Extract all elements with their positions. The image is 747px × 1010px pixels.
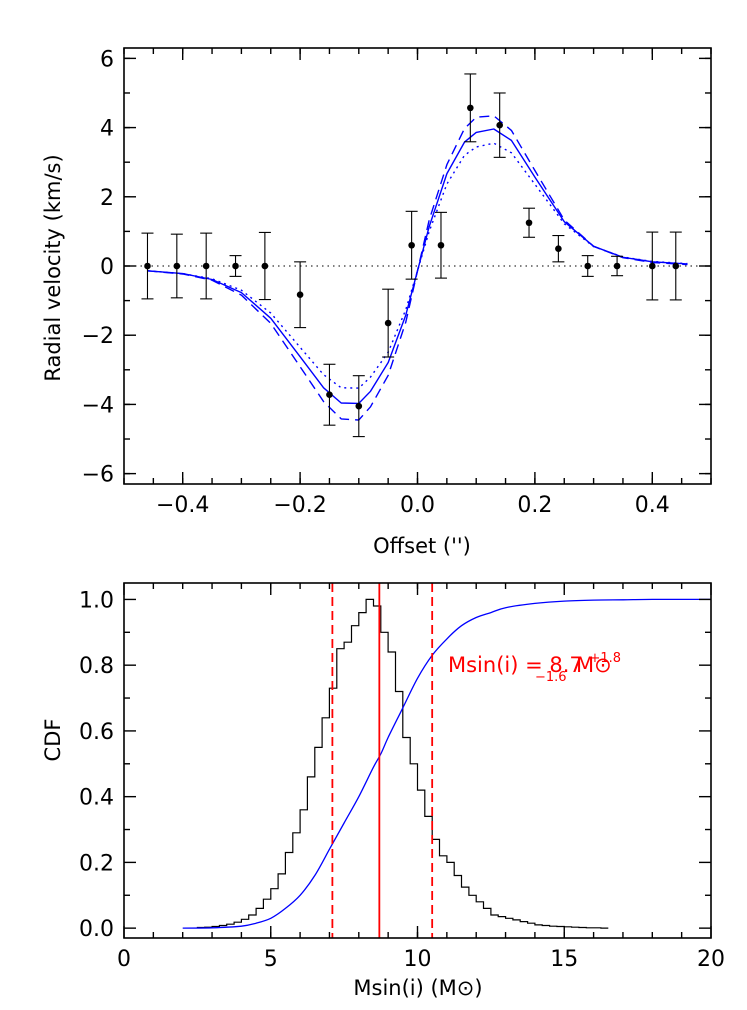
data-marker <box>144 262 151 270</box>
data-point <box>581 255 594 277</box>
y-tick-label: 0.8 <box>79 654 114 679</box>
data-marker <box>408 241 415 249</box>
data-point <box>646 231 659 301</box>
y-tick-label: 0.0 <box>79 917 114 942</box>
cdf-y-axis-label: CDF <box>41 719 65 762</box>
radial-velocity-x-axis-label: Offset ('') <box>373 534 471 558</box>
x-tick-label: 0.0 <box>400 493 435 518</box>
y-tick-label: 6 <box>100 47 114 72</box>
data-point <box>323 363 336 426</box>
data-marker <box>613 262 621 270</box>
data-marker <box>202 262 210 270</box>
model-curves <box>147 115 688 421</box>
cdf-x-axis-label: Msin(i) (M⊙) <box>353 976 482 1000</box>
data-point <box>523 207 536 238</box>
msini-cdf-panel: 0 5 10 15 20 0.0 0.2 0.4 0.6 0.8 1.0 Msin(i) = 8.7… <box>41 582 725 1000</box>
y-tick-label: −4 <box>82 393 114 418</box>
data-marker <box>232 262 239 270</box>
msini-annotation-upper-error: +1.8 <box>589 651 621 666</box>
msini-annotation-unit: M⊙ <box>576 653 612 677</box>
x-tick-label: 15 <box>550 947 578 972</box>
x-tick-label: 10 <box>404 947 432 972</box>
data-marker <box>261 262 269 270</box>
msini-annotation-lower-error: −1.6 <box>535 670 567 685</box>
data-point <box>229 255 242 277</box>
data-point <box>141 232 154 300</box>
data-point <box>170 233 183 299</box>
x-tick-label: −0.2 <box>273 493 326 518</box>
data-marker <box>437 241 445 249</box>
data-point <box>464 73 477 143</box>
data-marker <box>326 391 333 399</box>
msini-annotation: Msin(i) = 8.7 +1.8 −1.6 M⊙ <box>448 643 628 686</box>
data-point <box>493 92 506 158</box>
data-point <box>552 234 565 263</box>
radial-velocity-ticks: −0.4 −0.2 0.0 0.2 0.4 −6 −4 −2 0 2 4 6 <box>82 47 712 518</box>
y-tick-label: 0.6 <box>79 720 114 745</box>
data-marker <box>672 262 680 270</box>
data-marker <box>355 402 363 410</box>
x-tick-label: 0 <box>117 947 131 972</box>
y-tick-label: 1.0 <box>79 588 114 613</box>
cdf-ticks: 0 5 10 15 20 0.0 0.2 0.4 0.6 0.8 1.0 <box>79 583 725 972</box>
y-tick-label: 0 <box>100 255 114 280</box>
y-tick-label: −6 <box>82 463 114 488</box>
radial-velocity-y-axis-label: Radial velocity (km/s) <box>41 154 65 381</box>
data-marker <box>467 104 474 112</box>
data-point <box>294 261 307 329</box>
data-point <box>405 210 418 280</box>
y-tick-label: 0.2 <box>79 851 114 876</box>
model-curve-dashed <box>147 115 688 421</box>
data-marker <box>296 291 304 299</box>
cdf-plot-frame <box>123 582 712 939</box>
y-tick-label: 4 <box>100 117 114 142</box>
data-marker <box>496 121 503 129</box>
model-curve-dotted <box>147 142 688 389</box>
data-point <box>434 211 447 279</box>
data-points <box>141 73 682 438</box>
msini-marker-lines <box>331 583 434 938</box>
y-tick-label: 0.4 <box>79 786 114 811</box>
data-point <box>200 232 213 300</box>
data-point <box>258 231 271 301</box>
x-tick-label: 5 <box>264 947 278 972</box>
data-point <box>669 231 682 301</box>
data-marker <box>584 262 592 270</box>
data-point <box>611 255 624 277</box>
x-tick-label: −0.4 <box>156 493 209 518</box>
y-tick-label: −2 <box>82 324 114 349</box>
x-tick-label: 0.2 <box>517 493 552 518</box>
data-marker <box>525 219 533 227</box>
data-marker <box>384 319 392 327</box>
msini-histogram <box>196 598 609 929</box>
cdf-curve <box>182 598 711 929</box>
data-point <box>382 288 395 358</box>
data-marker <box>649 262 656 270</box>
y-tick-label: 2 <box>100 186 114 211</box>
data-point <box>352 375 365 438</box>
x-tick-label: 20 <box>697 947 725 972</box>
msini-annotation-value: Msin(i) = 8.7 <box>448 653 583 677</box>
x-tick-label: 0.4 <box>635 493 670 518</box>
data-marker <box>555 245 562 252</box>
data-marker <box>173 262 181 270</box>
